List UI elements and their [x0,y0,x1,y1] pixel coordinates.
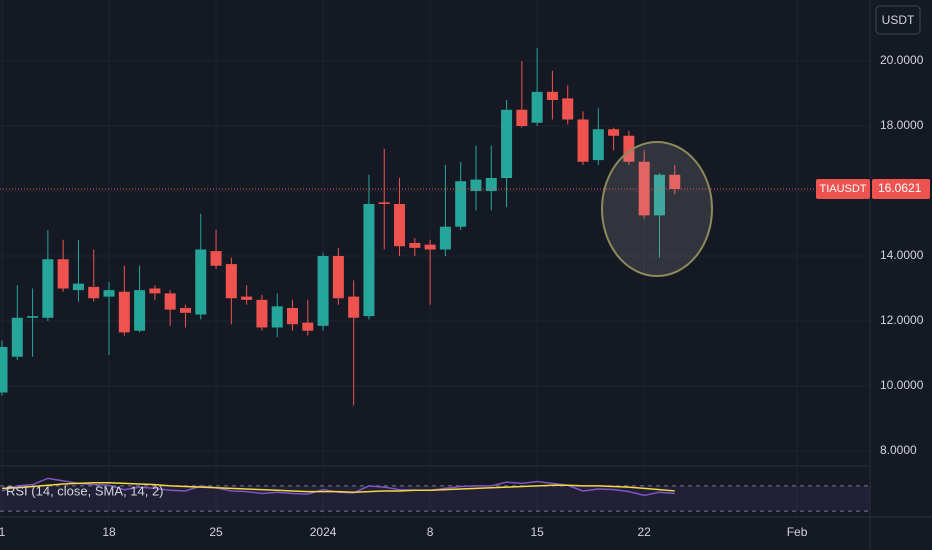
indicator-label: RSI (14, close, SMA, 14, 2) [6,483,164,498]
x-tick-label: 15 [530,525,544,539]
candle-body [592,129,604,161]
candle-body [134,290,146,331]
y-tick-label: 10.0000 [880,378,924,392]
x-tick-label: 1 [0,525,6,539]
currency-button[interactable] [875,5,921,35]
candle-body [302,322,314,331]
x-tick-label: 18 [102,525,116,539]
candle-body [57,259,69,289]
candle-body [271,306,283,328]
candle-body [118,291,130,333]
candle-body [623,135,635,162]
candle-body [608,129,620,136]
highlight-ellipse [601,141,713,277]
rsi-pane [0,477,870,512]
candle-body [149,288,161,294]
candle-body [546,91,558,100]
currency-label[interactable]: USDT [882,13,915,27]
price-tag [872,178,930,199]
candle-body [409,242,421,248]
candle-body [42,259,54,318]
candle-body [638,161,650,216]
x-tick-label: Feb [787,525,808,539]
candle-body [653,174,665,216]
candle-body [439,226,451,250]
candle-body [562,98,574,120]
candle-body [179,307,191,313]
y-tick-label: 8.0000 [880,443,917,457]
candle-body [516,109,528,126]
candle-body [470,179,482,191]
candle-body [531,91,543,123]
candle-body [669,174,681,189]
candle-body [577,119,589,162]
candle-body [348,296,360,318]
candle-body [88,286,100,299]
axes: 8.000010.000012.000014.000016.000018.000… [0,53,930,539]
candle-body [485,177,497,191]
candles [0,48,681,406]
candle-body [501,109,513,178]
x-tick-label: 8 [427,525,434,539]
candle-body [317,255,329,326]
candle-body [378,202,390,204]
x-tick-label: 2024 [310,525,337,539]
candle-body [164,293,176,310]
rsi-line [1,482,675,493]
symbol-label: TIAUSDT [819,183,866,195]
candle-body [286,307,299,325]
candle-body [103,290,115,297]
candle-body [455,181,467,227]
candle-body [241,296,253,300]
x-tick-label: 22 [637,525,651,539]
y-tick-label: 18.0000 [880,118,924,132]
candle-body [11,317,23,357]
candle-body [256,299,268,328]
price-label: 16.0621 [878,181,922,195]
y-tick-label: 20.0000 [880,53,924,67]
candle-body [27,316,39,318]
candle-body [195,249,207,315]
symbol-tag [816,178,870,199]
candle-body [225,264,237,299]
candle-body [210,251,222,266]
candle-body [394,203,406,247]
candle-body [332,255,344,299]
y-tick-label: 14.0000 [880,248,924,262]
candle-body [72,283,84,291]
candle-body [363,203,375,317]
candle-body [424,244,436,250]
x-tick-label: 25 [209,525,223,539]
candle-body [0,346,8,393]
y-tick-label: 12.0000 [880,313,924,327]
